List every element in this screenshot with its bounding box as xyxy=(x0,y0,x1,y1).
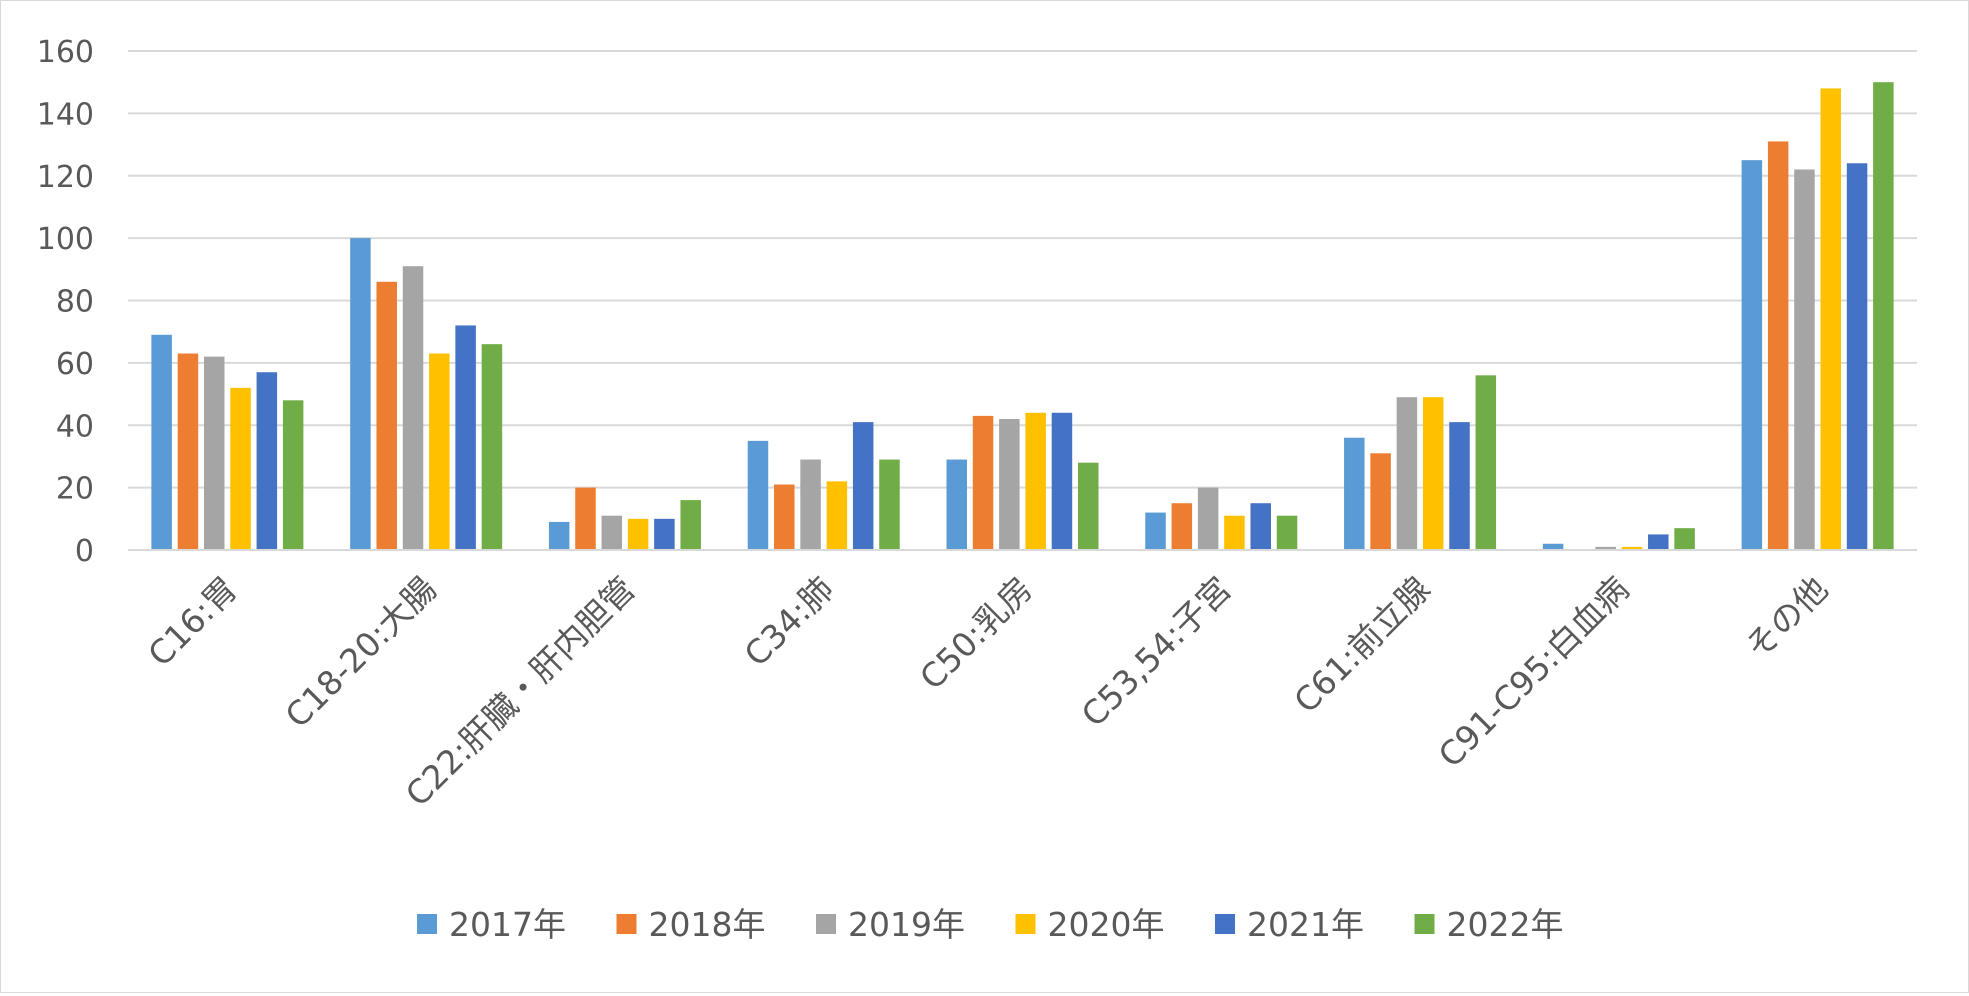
bar xyxy=(1276,515,1298,550)
bar xyxy=(230,387,251,550)
bar xyxy=(601,515,623,550)
legend-swatch xyxy=(616,914,637,934)
bar xyxy=(1025,412,1046,550)
legend-swatch xyxy=(417,914,437,934)
bar xyxy=(1475,375,1497,550)
legend-swatch xyxy=(1015,914,1036,934)
bar xyxy=(999,419,1020,550)
bar xyxy=(177,353,199,550)
bar xyxy=(1171,503,1193,550)
bar xyxy=(1621,546,1643,550)
x-category-label: C50:乳房 xyxy=(912,569,1040,697)
bar xyxy=(654,518,675,550)
bar xyxy=(1145,512,1166,550)
bar xyxy=(455,325,476,550)
bar xyxy=(1422,397,1444,550)
legend: 2017年 2018年 2019年 2020年 2021年 2022年 xyxy=(417,905,1563,944)
bar xyxy=(774,484,795,550)
legend-swatch xyxy=(1414,914,1435,934)
bar xyxy=(1741,160,1763,550)
bar xyxy=(151,334,172,550)
x-category-label: C18-20:大腸 xyxy=(278,569,444,735)
bar xyxy=(1542,543,1564,550)
legend-swatch xyxy=(1215,914,1235,934)
bars xyxy=(151,82,1894,551)
bar xyxy=(1767,141,1789,550)
x-category-label: C16:胃 xyxy=(140,569,245,674)
bar xyxy=(481,344,503,550)
bar xyxy=(946,459,967,550)
x-category-label: C61:前立腺 xyxy=(1286,569,1437,720)
bar xyxy=(972,415,994,550)
bar xyxy=(429,353,450,550)
bar xyxy=(879,459,900,550)
bar xyxy=(1595,546,1616,550)
bar xyxy=(1846,163,1868,550)
x-category-label: C53,54:子宮 xyxy=(1074,569,1239,734)
y-tick-label: 80 xyxy=(56,285,94,320)
bar xyxy=(1674,528,1695,550)
bar xyxy=(1873,82,1894,550)
bar xyxy=(1078,462,1099,550)
x-category-label: その他 xyxy=(1738,569,1836,667)
y-tick-label: 20 xyxy=(56,472,94,507)
bar xyxy=(1794,169,1815,550)
bar xyxy=(548,521,570,550)
bar xyxy=(1224,515,1245,550)
y-tick-label: 60 xyxy=(56,347,94,382)
bar xyxy=(575,487,596,550)
y-axis-ticks: 0 20 40 60 80 100 120 140 160 xyxy=(37,35,94,569)
bar xyxy=(376,281,397,550)
bar xyxy=(203,356,225,550)
bar xyxy=(350,238,371,550)
bar xyxy=(1197,487,1219,550)
bar xyxy=(1250,503,1271,550)
y-tick-label: 0 xyxy=(75,534,94,569)
bar xyxy=(1370,453,1391,550)
legend-label: 2022年 xyxy=(1447,905,1564,944)
bar xyxy=(256,372,278,550)
bar xyxy=(282,400,304,550)
legend-label: 2021年 xyxy=(1247,905,1364,944)
bar xyxy=(1051,412,1073,550)
y-tick-label: 100 xyxy=(37,222,94,257)
legend-label: 2020年 xyxy=(1048,905,1165,944)
bar xyxy=(1648,534,1669,550)
bar xyxy=(826,481,848,550)
bar xyxy=(1820,88,1842,551)
y-tick-label: 40 xyxy=(56,409,94,444)
bar xyxy=(1344,437,1365,550)
bar xyxy=(402,266,424,550)
legend-swatch xyxy=(816,914,836,934)
bar xyxy=(1396,397,1418,550)
bar xyxy=(680,500,701,550)
legend-label: 2018年 xyxy=(649,905,766,944)
gridlines xyxy=(128,50,1917,489)
bar xyxy=(627,518,649,550)
y-tick-label: 160 xyxy=(37,35,94,70)
x-category-label: C91-C95:白血病 xyxy=(1431,569,1637,775)
x-category-label: C34:肺 xyxy=(737,569,842,674)
bar xyxy=(747,440,769,550)
bar xyxy=(852,422,874,550)
legend-label: 2017年 xyxy=(449,905,566,944)
legend-label: 2019年 xyxy=(848,905,965,944)
y-tick-label: 140 xyxy=(37,97,94,132)
y-tick-label: 120 xyxy=(37,160,94,195)
bar xyxy=(1449,422,1470,550)
bar xyxy=(800,459,821,550)
